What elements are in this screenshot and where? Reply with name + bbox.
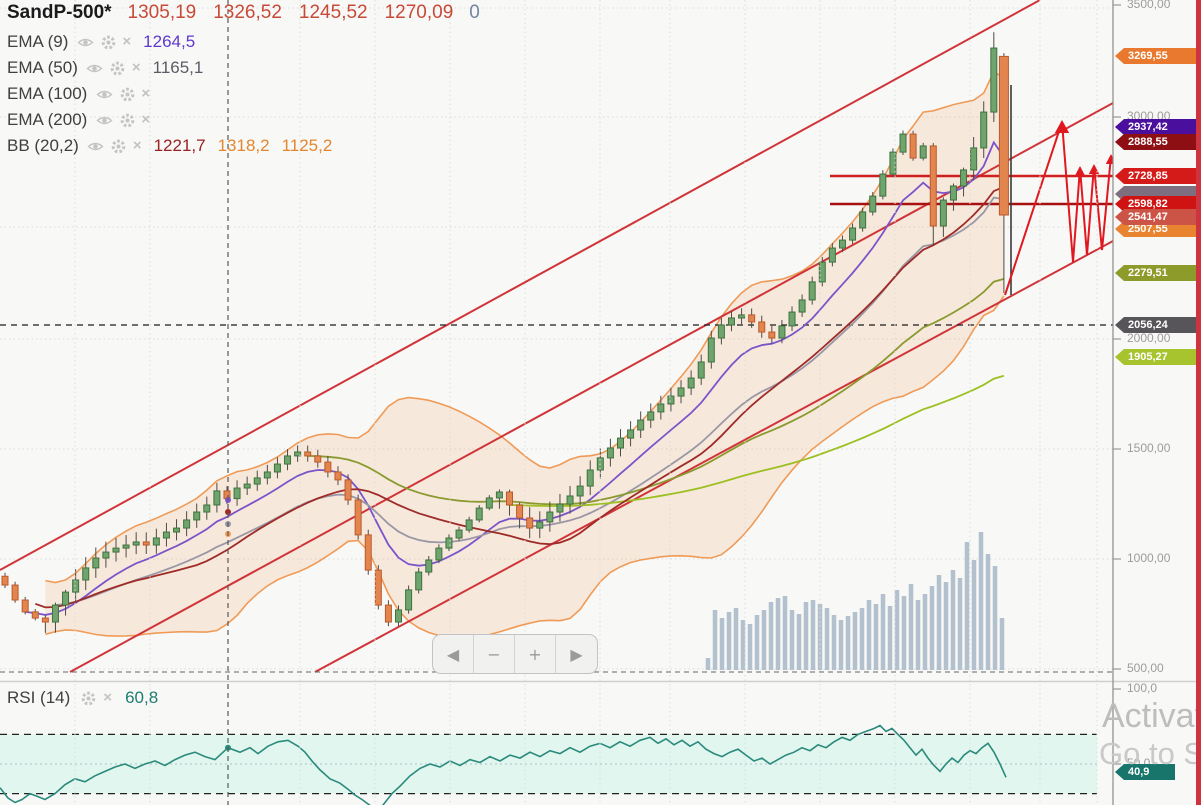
close-icon[interactable]: × bbox=[132, 137, 142, 154]
rsi-axis-tick: 100,0 bbox=[1127, 681, 1158, 695]
gear-icon[interactable] bbox=[109, 60, 127, 76]
zoom-in-button[interactable]: + bbox=[515, 635, 556, 673]
rsi-value-badge: 40,9 bbox=[1115, 764, 1175, 780]
chart-legend: SandP-500* 1305,19 1326,52 1245,52 1270,09 … bbox=[7, 2, 480, 159]
scroll-left-button[interactable]: ◀ bbox=[433, 635, 474, 673]
indicator-label: BB (20,2) bbox=[7, 136, 79, 155]
close-icon[interactable]: × bbox=[141, 111, 151, 128]
price-level-badge: 2279,51 bbox=[1115, 265, 1197, 281]
gear-icon[interactable] bbox=[118, 86, 136, 102]
price-level-badge: 2937,42 bbox=[1115, 119, 1197, 135]
price-level-badge: 2598,82 bbox=[1115, 196, 1197, 212]
indicator-value: 1125,2 bbox=[281, 136, 333, 155]
ohlc-value: 1305,19 bbox=[127, 2, 197, 23]
price-axis-tick: 1000,00 bbox=[1127, 551, 1171, 565]
close-icon[interactable]: × bbox=[141, 85, 151, 102]
indicator-rows: EMA (9) × 1264,5 EMA (50) × 1165,1 EMA (100) × E… bbox=[7, 29, 480, 159]
ohlc-value: 1326,52 bbox=[213, 2, 282, 23]
go-to-settings-watermark: Go to Se bbox=[1099, 736, 1201, 771]
indicator-row: EMA (200) × bbox=[7, 107, 480, 133]
rsi-legend: RSI (14) × 60,8 bbox=[7, 688, 158, 708]
indicator-label: EMA (50) bbox=[7, 58, 78, 77]
indicator-value: 1264,5 bbox=[143, 32, 196, 51]
right-edge-strip bbox=[1196, 0, 1201, 805]
gear-icon[interactable] bbox=[110, 138, 128, 154]
indicator-row: BB (20,2) × 1221,7 1318,2 1125,2 bbox=[7, 133, 480, 159]
gear-icon[interactable] bbox=[99, 34, 117, 50]
close-icon[interactable]: × bbox=[131, 59, 141, 76]
indicator-value: 1318,2 bbox=[217, 136, 270, 155]
eye-icon[interactable] bbox=[95, 112, 113, 128]
zoom-out-button[interactable]: − bbox=[474, 635, 515, 673]
indicator-row: EMA (50) × 1165,1 bbox=[7, 55, 480, 81]
ohlc-value: 1270,09 bbox=[384, 2, 454, 23]
indicator-row: EMA (9) × 1264,5 bbox=[7, 29, 480, 55]
price-level-badge: 2888,55 bbox=[1115, 134, 1197, 150]
ohlc-values: 1305,19 1326,52 1245,52 1270,09 bbox=[128, 2, 454, 24]
eye-icon[interactable] bbox=[95, 86, 113, 102]
indicator-value: 1165,1 bbox=[152, 58, 204, 77]
price-level-badge: 2728,85 bbox=[1115, 168, 1197, 184]
gear-icon[interactable] bbox=[118, 112, 136, 128]
price-axis-tick: 500,00 bbox=[1127, 661, 1164, 675]
gear-icon[interactable] bbox=[79, 690, 97, 706]
symbol-title-row: SandP-500* 1305,19 1326,52 1245,52 1270,09 … bbox=[7, 2, 480, 29]
rsi-label: RSI (14) bbox=[7, 688, 71, 707]
price-axis-tick: 2000,00 bbox=[1127, 331, 1171, 345]
rsi-value: 60,8 bbox=[125, 688, 159, 707]
activate-watermark: Activat bbox=[1102, 697, 1201, 735]
eye-icon[interactable] bbox=[87, 138, 105, 154]
price-level-badge: 1905,27 bbox=[1115, 349, 1197, 365]
eye-icon[interactable] bbox=[76, 34, 94, 50]
scroll-right-button[interactable]: ▶ bbox=[556, 635, 597, 673]
indicator-value: 1221,7 bbox=[153, 136, 206, 155]
symbol-name: SandP-500* bbox=[7, 2, 112, 23]
price-level-badge: 3269,55 bbox=[1115, 48, 1197, 64]
price-axis-tick: 3500,00 bbox=[1127, 0, 1171, 11]
price-level-badge: 2056,24 bbox=[1115, 317, 1197, 333]
close-icon[interactable]: × bbox=[122, 33, 132, 50]
indicator-row: EMA (100) × bbox=[7, 81, 480, 107]
price-axis-tick: 1500,00 bbox=[1127, 441, 1171, 455]
chart-nav-buttons: ◀ − + ▶ bbox=[432, 634, 598, 674]
ohlc-value: 1245,52 bbox=[298, 2, 368, 23]
price-level-badge: 2541,47 bbox=[1115, 209, 1197, 225]
spread-value: 0 bbox=[469, 2, 480, 23]
indicator-label: EMA (200) bbox=[7, 110, 88, 129]
indicator-label: EMA (100) bbox=[7, 84, 88, 103]
price-level-badge: 2507,55 bbox=[1115, 221, 1197, 237]
indicator-label: EMA (9) bbox=[7, 32, 69, 51]
eye-icon[interactable] bbox=[86, 60, 104, 76]
close-icon[interactable]: × bbox=[103, 689, 113, 706]
